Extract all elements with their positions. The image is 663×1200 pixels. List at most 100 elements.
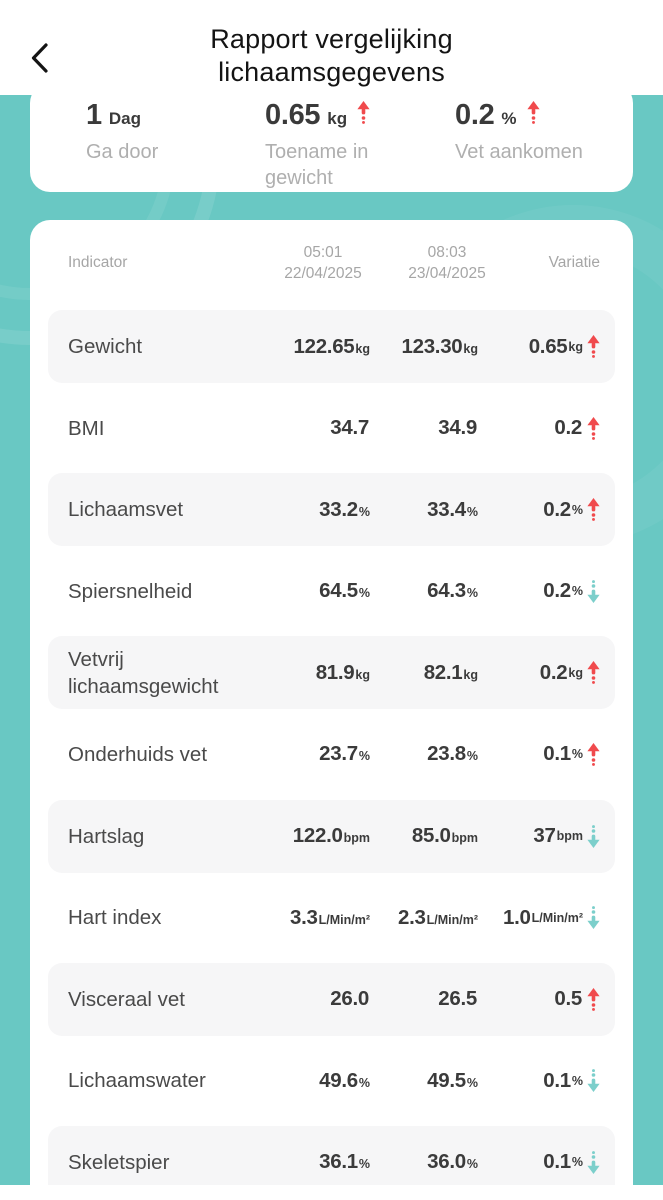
table-row: Vetvrij lichaamsgewicht 81.9kg 82.1kg 0.2 kg (48, 636, 615, 710)
row-value-measurement-1: 49.6% (319, 1068, 370, 1092)
summary-stat-weight-gain: 0.65 kg Toename in gewicht (265, 99, 455, 192)
page-title-line1: Rapport vergelijking (210, 24, 453, 54)
column-header-variation: Variatie (548, 254, 600, 271)
row-value-measurement-1: 23.7% (319, 742, 370, 766)
column-header-measurement-2: 08:03 23/04/2025 (389, 242, 505, 284)
table-row: Visceraal vet 26.0 26.5 0.5 (48, 962, 615, 1036)
row-indicator-label: Gewicht (68, 335, 143, 358)
table-row: Hart index 3.3L/Min/m² 2.3L/Min/m² 1.0 L/Min… (48, 881, 615, 954)
row-indicator-label: Hart index (68, 906, 162, 930)
comparison-table-card: Indicator 05:01 22/04/2025 08:03 23/04/2… (30, 220, 633, 1185)
teal-background: 1 Dag Ga door 0.65 kg Toename in gewicht (0, 95, 663, 1185)
summary-days-unit: Dag (108, 109, 141, 128)
row-value-measurement-1: 122.0bpm (292, 824, 370, 848)
row-variation: 0.1% (478, 1069, 600, 1093)
row-value-measurement-2: 23.8% (427, 742, 478, 766)
table-row: Gewicht 122.65kg 123.30kg 0.65 kg (48, 310, 615, 383)
row-value-measurement-1: 26.0 (330, 987, 369, 1011)
row-value-measurement-2: 36.0% (427, 1150, 478, 1174)
summary-stat-fat-gain: 0.2 % Vet aankomen (455, 99, 633, 192)
row-value-measurement-2: 49.5% (427, 1068, 478, 1092)
row-variation: 0.5 (478, 987, 600, 1011)
summary-fat-gain-unit: % (501, 109, 517, 128)
row-indicator-label: Vetvrij lichaamsgewicht (68, 647, 219, 698)
row-variation: 0.1% (478, 742, 600, 766)
table-row: Skeletspier 36.1% 36.0% 0.1% (48, 1125, 615, 1185)
row-value-measurement-1: 33.2% (319, 497, 370, 521)
increase-arrow-icon (587, 742, 600, 766)
row-value-measurement-1: 122.65kg (293, 334, 371, 358)
row-value-measurement-1: 36.1% (319, 1150, 370, 1174)
row-value-measurement-2: 64.3% (427, 579, 478, 603)
row-indicator-label: Onderhuids vet (68, 742, 208, 766)
row-indicator-label: BMI (68, 416, 105, 440)
increase-arrow-icon (526, 101, 540, 124)
column-header-measurement-1: 05:01 22/04/2025 (257, 242, 389, 284)
row-variation: 0.1% (478, 1150, 600, 1174)
row-indicator-label: Lichaamsvet (68, 498, 184, 522)
row-value-measurement-2: 33.4% (427, 497, 478, 521)
row-value-measurement-2: 34.9 (438, 416, 477, 440)
summary-stat-value-row: 0.2 % (455, 99, 633, 132)
row-variation: 1.0 L/Min/m² (478, 906, 600, 930)
column-header-time-2: 08:03 (427, 244, 467, 261)
decrease-arrow-icon (587, 1069, 600, 1093)
decrease-arrow-icon (587, 1151, 600, 1174)
increase-arrow-icon (587, 498, 600, 522)
row-variation: 0.2 kg (478, 661, 600, 685)
column-header-indicator: Indicator (68, 254, 128, 271)
summary-weight-gain-unit: kg (327, 109, 348, 128)
summary-days-value: 1 (86, 99, 102, 131)
row-indicator-label: Spiersnelheid (68, 579, 193, 603)
column-header-date-1: 22/04/2025 (284, 265, 362, 282)
increase-arrow-icon (587, 416, 600, 440)
table-row: Lichaamsvet 33.2% 33.4% 0.2% (48, 473, 615, 547)
increase-arrow-icon (587, 335, 600, 358)
row-variation: 0.2% (478, 579, 600, 603)
row-variation: 0.2% (478, 498, 600, 522)
summary-stat-value-row: 0.65 kg (265, 99, 455, 132)
chevron-left-icon (31, 43, 48, 73)
page-title: Rapport vergelijking lichaamsgegevens (0, 0, 663, 89)
table-header-row: Indicator 05:01 22/04/2025 08:03 23/04/2… (30, 220, 633, 284)
back-button[interactable] (22, 40, 56, 76)
summary-weight-gain-value: 0.65 (265, 99, 321, 131)
table-row: Hartslag 122.0bpm 85.0bpm 37 bpm (48, 799, 615, 873)
row-value-measurement-1: 34.7 (330, 416, 369, 440)
row-value-measurement-1: 3.3L/Min/m² (290, 905, 370, 929)
summary-weight-gain-label: Toename in gewicht (265, 141, 369, 189)
row-indicator-label: Skeletspier (68, 1150, 170, 1174)
row-indicator-label: Lichaamswater (68, 1069, 206, 1093)
row-value-measurement-1: 81.9kg (315, 660, 370, 684)
decrease-arrow-icon (587, 824, 600, 848)
table-row: Spiersnelheid 64.5% 64.3% 0.2% (48, 555, 615, 628)
increase-arrow-icon (587, 987, 600, 1011)
app-header: Rapport vergelijking lichaamsgegevens (0, 0, 663, 95)
table-row: Lichaamswater 49.6% 49.5% 0.1% (48, 1044, 615, 1117)
increase-arrow-icon (523, 101, 540, 124)
summary-fat-gain-value: 0.2 (455, 99, 495, 131)
table-row: Onderhuids vet 23.7% 23.8% 0.1% (48, 718, 615, 791)
row-value-measurement-2: 85.0bpm (411, 824, 478, 848)
row-indicator-label: Visceraal vet (68, 987, 185, 1011)
summary-fat-gain-label: Vet aankomen (455, 141, 583, 163)
row-variation: 37 bpm (478, 824, 600, 848)
row-value-measurement-2: 82.1kg (423, 660, 478, 684)
summary-card: 1 Dag Ga door 0.65 kg Toename in gewicht (30, 95, 633, 192)
column-header-date-2: 23/04/2025 (408, 265, 486, 282)
increase-arrow-icon (357, 101, 370, 124)
row-variation: 0.2 (478, 416, 600, 440)
row-value-measurement-2: 123.30kg (401, 334, 479, 358)
row-variation: 0.65 kg (478, 335, 600, 359)
table-body: Gewicht 122.65kg 123.30kg 0.65 kg BMI 34.7 34.… (30, 310, 633, 1185)
summary-stat-days: 1 Dag Ga door (86, 99, 265, 192)
decrease-arrow-icon (587, 579, 600, 603)
column-header-time-1: 05:01 (303, 244, 343, 261)
table-row: BMI 34.7 34.9 0.2 (48, 392, 615, 465)
increase-arrow-icon (587, 661, 600, 685)
row-indicator-label: Hartslag (68, 824, 145, 848)
page-title-line2: lichaamsgegevens (218, 57, 445, 87)
summary-stat-value-row: 1 Dag (86, 99, 265, 132)
row-value-measurement-1: 64.5% (319, 579, 370, 603)
